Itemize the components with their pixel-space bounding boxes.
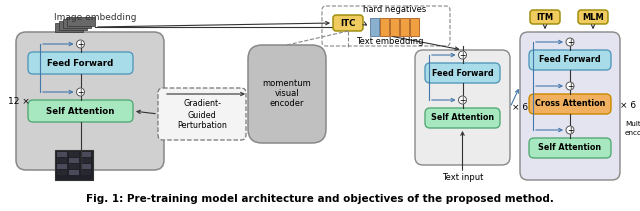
- FancyBboxPatch shape: [248, 45, 326, 143]
- FancyBboxPatch shape: [28, 100, 133, 122]
- FancyBboxPatch shape: [530, 10, 560, 24]
- Bar: [380, 18, 389, 36]
- Bar: [63, 19, 91, 28]
- Text: +: +: [567, 126, 573, 135]
- FancyBboxPatch shape: [529, 50, 611, 70]
- Text: ITC: ITC: [340, 19, 356, 27]
- Bar: [69, 152, 79, 157]
- Text: × 6: × 6: [620, 101, 636, 111]
- Text: Self Attention: Self Attention: [431, 114, 494, 123]
- Text: Gradient-: Gradient-: [183, 100, 221, 108]
- FancyBboxPatch shape: [578, 10, 608, 24]
- Bar: [57, 152, 67, 157]
- Circle shape: [566, 82, 574, 90]
- Text: +: +: [460, 51, 466, 60]
- Bar: [55, 23, 83, 32]
- Bar: [57, 164, 67, 169]
- Bar: [81, 170, 91, 175]
- Bar: [57, 158, 67, 163]
- Text: +: +: [567, 82, 573, 91]
- Circle shape: [458, 51, 467, 59]
- FancyBboxPatch shape: [333, 15, 363, 31]
- Bar: [81, 152, 91, 157]
- Text: Feed Forward: Feed Forward: [432, 69, 493, 77]
- Text: encoder: encoder: [269, 100, 304, 108]
- Text: Perturbation: Perturbation: [177, 122, 227, 130]
- Circle shape: [566, 38, 574, 46]
- Circle shape: [77, 40, 84, 48]
- Text: momentum: momentum: [262, 80, 312, 88]
- Bar: [59, 21, 87, 30]
- Text: MLM: MLM: [582, 12, 604, 22]
- Bar: [69, 164, 79, 169]
- Bar: [370, 18, 379, 36]
- Text: +: +: [77, 88, 84, 97]
- FancyBboxPatch shape: [16, 32, 164, 170]
- FancyBboxPatch shape: [520, 32, 620, 180]
- FancyBboxPatch shape: [425, 108, 500, 128]
- Text: Multimodal: Multimodal: [625, 121, 640, 127]
- Text: 12 ×: 12 ×: [8, 96, 29, 106]
- Text: +: +: [567, 38, 573, 47]
- Text: Feed Forward: Feed Forward: [539, 55, 601, 65]
- FancyBboxPatch shape: [425, 63, 500, 83]
- Text: Text embedding: Text embedding: [356, 38, 424, 46]
- Bar: [55, 150, 93, 180]
- Bar: [67, 17, 95, 26]
- Text: Feed Forward: Feed Forward: [47, 58, 114, 68]
- Text: Fig. 1: Pre-training model architecture and objectives of the proposed method.: Fig. 1: Pre-training model architecture …: [86, 194, 554, 204]
- Text: Text input: Text input: [442, 173, 483, 183]
- FancyBboxPatch shape: [529, 138, 611, 158]
- Text: Self Attention: Self Attention: [538, 143, 602, 153]
- Bar: [69, 170, 79, 175]
- FancyBboxPatch shape: [529, 94, 611, 114]
- Text: Cross Attention: Cross Attention: [535, 100, 605, 108]
- Circle shape: [566, 126, 574, 134]
- Circle shape: [77, 88, 84, 96]
- Text: hard negatives: hard negatives: [364, 5, 427, 15]
- FancyBboxPatch shape: [158, 88, 246, 140]
- Bar: [390, 18, 399, 36]
- Text: Image embedding: Image embedding: [54, 12, 136, 22]
- FancyBboxPatch shape: [28, 52, 133, 74]
- Text: encoder: encoder: [625, 130, 640, 136]
- Bar: [69, 158, 79, 163]
- Text: × 6: × 6: [512, 103, 528, 112]
- Bar: [410, 18, 419, 36]
- Circle shape: [458, 96, 467, 104]
- Text: Guided: Guided: [188, 111, 216, 119]
- Text: visual: visual: [275, 89, 300, 99]
- FancyBboxPatch shape: [415, 50, 510, 165]
- Text: Self Attention: Self Attention: [46, 107, 115, 115]
- Bar: [81, 164, 91, 169]
- Bar: [57, 170, 67, 175]
- Bar: [81, 158, 91, 163]
- Text: +: +: [77, 40, 84, 49]
- Bar: [400, 18, 409, 36]
- Text: +: +: [460, 96, 466, 105]
- Text: ITM: ITM: [536, 12, 554, 22]
